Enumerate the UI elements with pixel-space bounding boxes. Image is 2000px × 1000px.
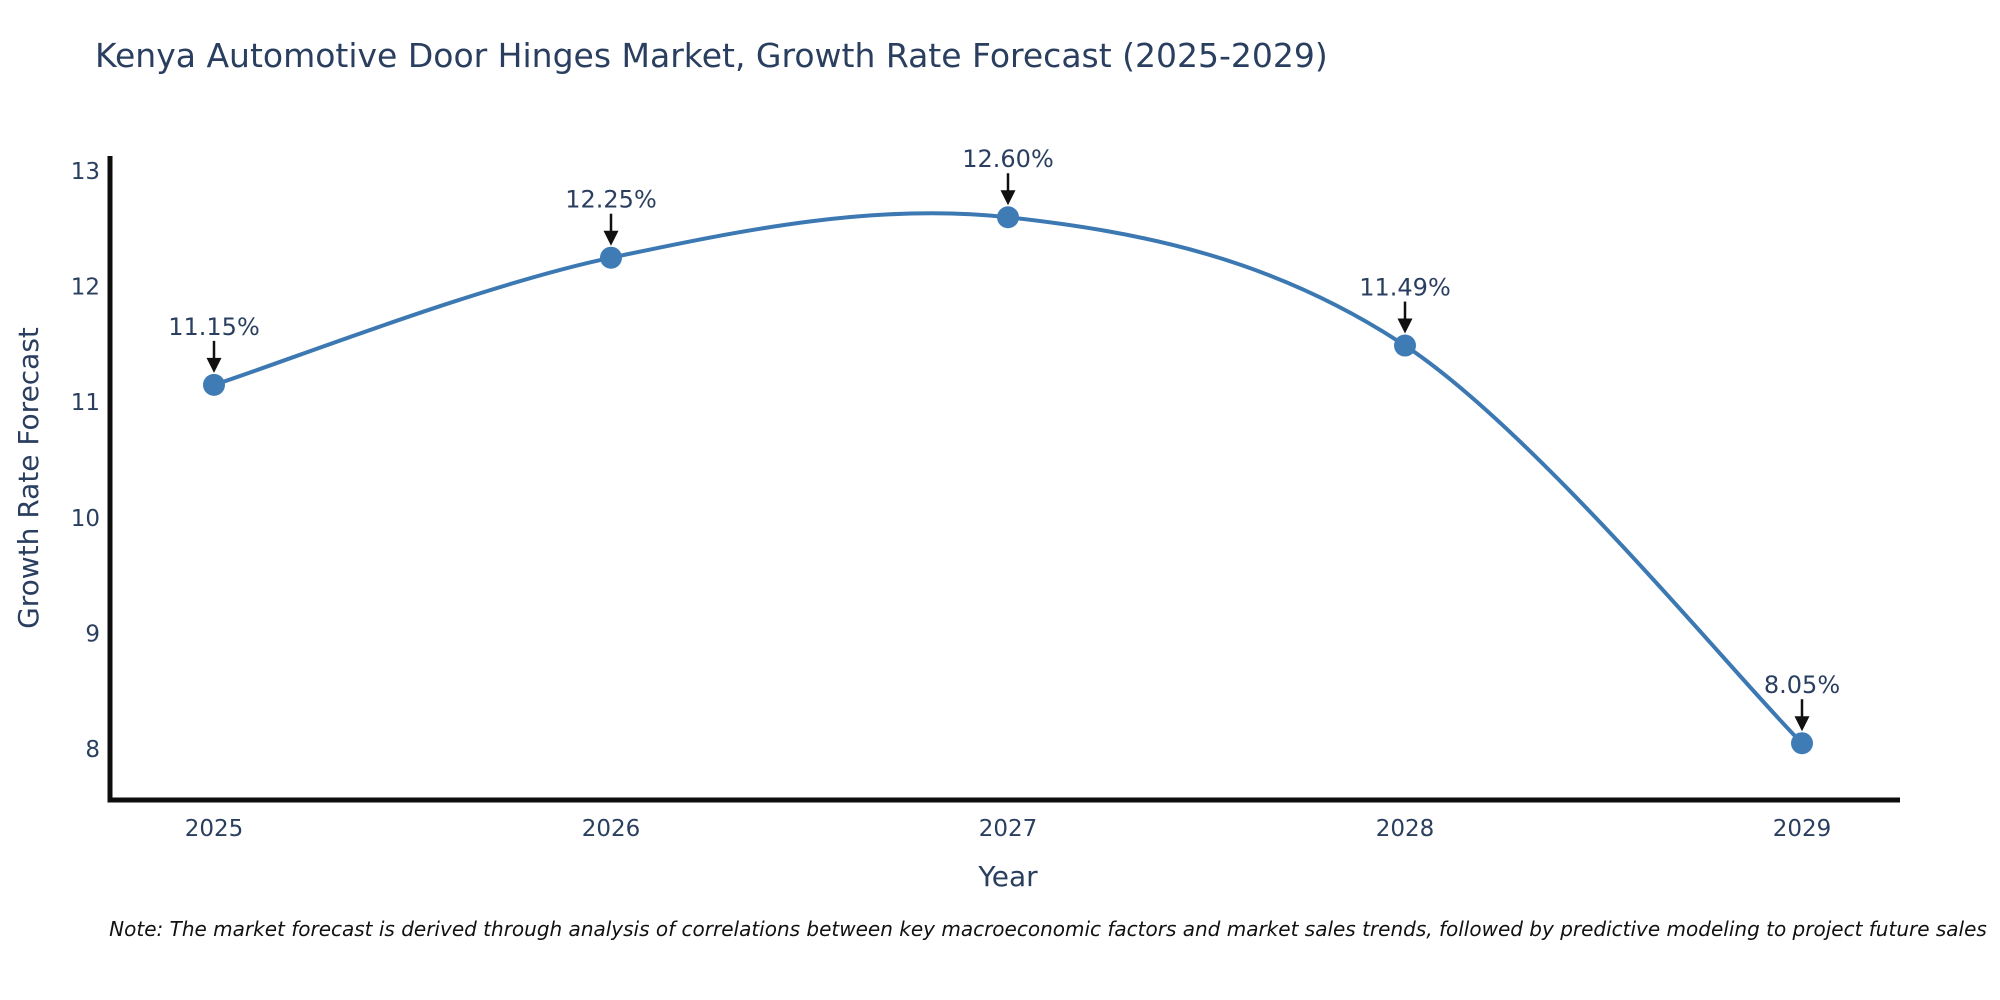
data-point-2029 (1791, 732, 1813, 755)
y-axis-title: Growth Rate Forecast (12, 327, 45, 629)
y-tick-label: 12 (71, 275, 100, 301)
x-tick-label: 2027 (979, 816, 1038, 842)
data-point-label: 8.05% (1764, 671, 1840, 699)
annotation-arrowhead-icon (1000, 190, 1016, 206)
trend-line (212, 211, 1804, 746)
annotation-arrowhead-icon (1397, 318, 1413, 334)
data-point-2027 (997, 206, 1019, 229)
annotation-arrowhead-icon (206, 357, 222, 373)
data-point-2028 (1394, 334, 1416, 357)
y-tick-label: 9 (85, 621, 100, 647)
y-tick-label: 10 (71, 506, 100, 532)
annotation-arrowhead-icon (603, 230, 619, 246)
x-tick-label: 2026 (582, 816, 641, 842)
footnote: Note: The market forecast is derived thr… (109, 917, 1987, 941)
data-point-2025 (203, 373, 225, 396)
y-tick-label: 13 (71, 159, 100, 185)
x-tick-label: 2028 (1376, 816, 1435, 842)
data-point-label: 11.49% (1359, 274, 1451, 302)
annotation-arrowhead-icon (1794, 716, 1810, 732)
x-tick-label: 2025 (185, 816, 244, 842)
data-point-label: 11.15% (168, 313, 260, 341)
data-point-label: 12.60% (962, 145, 1054, 173)
x-tick-label: 2029 (1773, 816, 1832, 842)
y-tick-label: 8 (85, 737, 100, 763)
x-axis-title: Year (977, 860, 1038, 893)
data-point-2026 (600, 246, 622, 269)
data-point-label: 12.25% (565, 186, 657, 214)
y-tick-label: 11 (71, 390, 100, 416)
chart-title: Kenya Automotive Door Hinges Market, Gro… (95, 36, 1328, 75)
